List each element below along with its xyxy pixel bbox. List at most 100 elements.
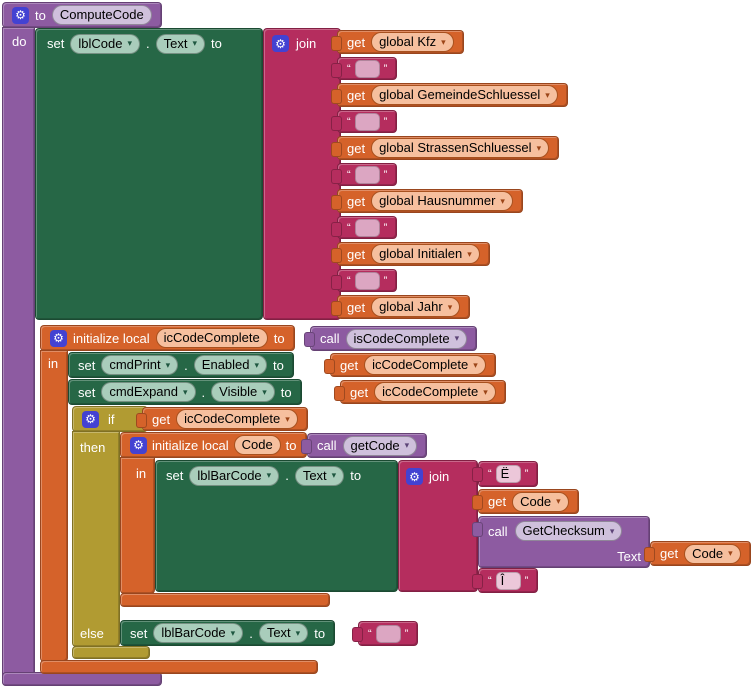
text-empty-block[interactable]: “ ” bbox=[330, 216, 398, 239]
mutator-gear-icon[interactable]: ⚙ bbox=[272, 35, 289, 52]
cmdexpand-component-dropdown[interactable]: cmdExpand ▾ bbox=[101, 382, 196, 402]
call-getcode-block[interactable]: call getCode ▾ bbox=[300, 433, 428, 458]
procedure-call-name: getCode bbox=[350, 437, 400, 453]
procedure-block-bottom-bar[interactable] bbox=[2, 672, 162, 686]
if-block[interactable]: ⚙ if bbox=[72, 406, 148, 432]
getchecksum-dropdown[interactable]: GetChecksum ▾ bbox=[514, 521, 623, 541]
variable-name: icCodeComplete bbox=[372, 357, 469, 372]
if-block-left-spine[interactable] bbox=[72, 431, 120, 647]
mutator-gear-icon[interactable]: ⚙ bbox=[50, 329, 67, 347]
mutator-gear-icon[interactable]: ⚙ bbox=[406, 468, 423, 485]
lblcode-component-dropdown[interactable]: lblCode ▾ bbox=[70, 33, 140, 54]
code-var-dropdown[interactable]: Code ▾ bbox=[512, 491, 569, 512]
get-global-initialen-block[interactable]: get global Initialen ▾ bbox=[331, 242, 490, 266]
dropdown-arrow-icon: ▾ bbox=[266, 470, 272, 480]
empty-text-field[interactable] bbox=[375, 624, 401, 643]
call-iscodecomplete-block[interactable]: call isCodeComplete ▾ bbox=[303, 326, 478, 351]
get-global-gemeindeschluessel-block[interactable]: get global GemeindeSchluessel ▾ bbox=[331, 83, 568, 107]
quote-close: ” bbox=[383, 115, 388, 128]
get-iccodecomplete-block[interactable]: get icCodeComplete ▾ bbox=[324, 353, 496, 377]
dropdown-arrow-icon: ▾ bbox=[183, 386, 188, 397]
join-outer-block[interactable]: ⚙ join bbox=[263, 28, 341, 320]
text-empty-block[interactable]: “ ” bbox=[330, 57, 398, 80]
global-kfz-dropdown[interactable]: global Kfz ▾ bbox=[371, 32, 454, 52]
global-jahr-dropdown[interactable]: global Jahr ▾ bbox=[371, 297, 461, 317]
get-code-arg-block[interactable]: get Code ▾ bbox=[644, 541, 751, 566]
get-iccodecomplete-block[interactable]: get icCodeComplete ▾ bbox=[334, 380, 506, 404]
set-cmdexpand-block[interactable]: set cmdExpand ▾ . Visible ▾ to bbox=[68, 379, 302, 405]
mutator-gear-icon[interactable]: ⚙ bbox=[12, 6, 29, 24]
call-getchecksum-block[interactable]: call GetChecksum ▾ Text bbox=[472, 516, 650, 568]
call-label: call bbox=[317, 438, 337, 453]
init-local-iccodecomplete-block[interactable]: ⚙ initialize local icCodeComplete to bbox=[40, 325, 295, 351]
dot-label: . bbox=[249, 625, 253, 641]
cmdexpand-property-dropdown[interactable]: Visible ▾ bbox=[211, 382, 275, 402]
set-lblcode-block[interactable]: set lblCode ▾ . Text ▾ to bbox=[35, 28, 263, 320]
cmdprint-property-dropdown[interactable]: Enabled ▾ bbox=[193, 355, 268, 375]
get-label: get bbox=[347, 87, 366, 103]
dropdown-arrow-icon: ▾ bbox=[609, 525, 615, 536]
text-empty-block[interactable]: “ ” bbox=[330, 163, 398, 186]
getcode-dropdown[interactable]: getCode ▾ bbox=[342, 435, 418, 456]
init-local-code-bottom-bar[interactable] bbox=[120, 593, 330, 607]
set-label: set bbox=[130, 625, 148, 641]
text-stop-char-block[interactable]: “ Î ” bbox=[471, 568, 539, 593]
set-lblbarcode-block[interactable]: set lblBarCode ▾ . Text ▾ to bbox=[155, 460, 398, 592]
dropdown-arrow-icon: ▾ bbox=[127, 38, 132, 48]
procedure-name-field[interactable]: ComputeCode bbox=[51, 5, 152, 25]
get-code-block[interactable]: get Code ▾ bbox=[472, 489, 579, 514]
global-strassenschluessel-dropdown[interactable]: global StrassenSchluessel ▾ bbox=[371, 138, 550, 158]
iccodecomplete-name-field[interactable]: icCodeComplete bbox=[155, 328, 268, 348]
iscodecomplete-dropdown[interactable]: isCodeComplete ▾ bbox=[345, 328, 468, 349]
lblbarcode-component-dropdown[interactable]: lblBarCode ▾ bbox=[189, 465, 280, 486]
text-value: Ë bbox=[500, 466, 510, 481]
global-initialen-dropdown[interactable]: global Initialen ▾ bbox=[371, 244, 480, 264]
mutator-gear-icon[interactable]: ⚙ bbox=[130, 436, 147, 454]
get-global-kfz-block[interactable]: get global Kfz ▾ bbox=[331, 30, 464, 54]
dropdown-arrow-icon: ▾ bbox=[254, 359, 260, 370]
text-empty-block[interactable]: “ ” bbox=[330, 110, 398, 133]
text-empty-block[interactable]: “ ” bbox=[330, 269, 398, 292]
get-iccodecomplete-condition-block[interactable]: get icCodeComplete ▾ bbox=[136, 407, 308, 431]
code-name-field[interactable]: Code bbox=[233, 435, 281, 455]
procedure-block-left-spine[interactable] bbox=[2, 27, 35, 686]
init-local-iccodecomplete-bottom-bar[interactable] bbox=[40, 660, 318, 674]
iccodecomplete-var-dropdown[interactable]: icCodeComplete ▾ bbox=[176, 409, 298, 429]
stop-char-field[interactable]: Î bbox=[495, 571, 521, 590]
procedure-call-name: isCodeComplete bbox=[353, 330, 450, 346]
variable-name: global Initialen bbox=[379, 246, 463, 261]
start-char-field[interactable]: Ë bbox=[495, 465, 521, 483]
global-gemeindeschluessel-dropdown[interactable]: global GemeindeSchluessel ▾ bbox=[371, 85, 558, 105]
text-empty-else-block[interactable]: “ ” bbox=[351, 621, 419, 646]
iccodecomplete-var-dropdown[interactable]: icCodeComplete ▾ bbox=[374, 382, 496, 402]
empty-text-field[interactable] bbox=[354, 165, 380, 184]
get-global-strassenschluessel-block[interactable]: get global StrassenSchluessel ▾ bbox=[330, 136, 560, 160]
quote-open: “ bbox=[488, 574, 492, 587]
global-hausnummer-dropdown[interactable]: global Hausnummer ▾ bbox=[371, 191, 513, 211]
empty-text-field[interactable] bbox=[354, 59, 380, 78]
init-local-code-block[interactable]: ⚙ initialize local Code to bbox=[120, 432, 307, 458]
empty-text-field[interactable] bbox=[354, 271, 380, 290]
lblbarcode-property-dropdown[interactable]: Text ▾ bbox=[294, 465, 345, 486]
lblcode-property-dropdown[interactable]: Text ▾ bbox=[155, 33, 205, 54]
code-var-dropdown[interactable]: Code ▾ bbox=[684, 543, 741, 564]
cmdprint-component-dropdown[interactable]: cmdPrint ▾ bbox=[101, 355, 179, 375]
if-block-bottom-bar[interactable] bbox=[72, 646, 150, 659]
join-inner-block[interactable]: ⚙ join bbox=[398, 460, 478, 592]
component-name: lblCode bbox=[78, 35, 123, 51]
init-local-code-left-spine[interactable] bbox=[120, 457, 155, 594]
set-cmdprint-block[interactable]: set cmdPrint ▾ . Enabled ▾ to bbox=[68, 352, 294, 378]
lblbarcode-component-dropdown[interactable]: lblBarCode ▾ bbox=[153, 623, 244, 643]
get-global-jahr-block[interactable]: get global Jahr ▾ bbox=[330, 295, 471, 319]
get-global-hausnummer-block[interactable]: get global Hausnummer ▾ bbox=[331, 189, 523, 213]
empty-text-field[interactable] bbox=[354, 112, 380, 131]
procedure-block-header[interactable]: ⚙ to ComputeCode bbox=[2, 2, 162, 28]
mutator-gear-icon[interactable]: ⚙ bbox=[82, 410, 99, 428]
lblbarcode-property-dropdown[interactable]: Text ▾ bbox=[258, 623, 309, 643]
iccodecomplete-var-dropdown[interactable]: icCodeComplete ▾ bbox=[364, 355, 486, 375]
text-start-char-block[interactable]: “ Ë ” bbox=[471, 461, 539, 487]
empty-text-field[interactable] bbox=[354, 218, 380, 237]
else-set-lblbarcode-block[interactable]: set lblBarCode ▾ . Text ▾ to bbox=[120, 620, 336, 646]
init-local-iccodecomplete-left-spine[interactable] bbox=[40, 350, 68, 662]
variable-name: global StrassenSchluessel bbox=[379, 140, 532, 155]
